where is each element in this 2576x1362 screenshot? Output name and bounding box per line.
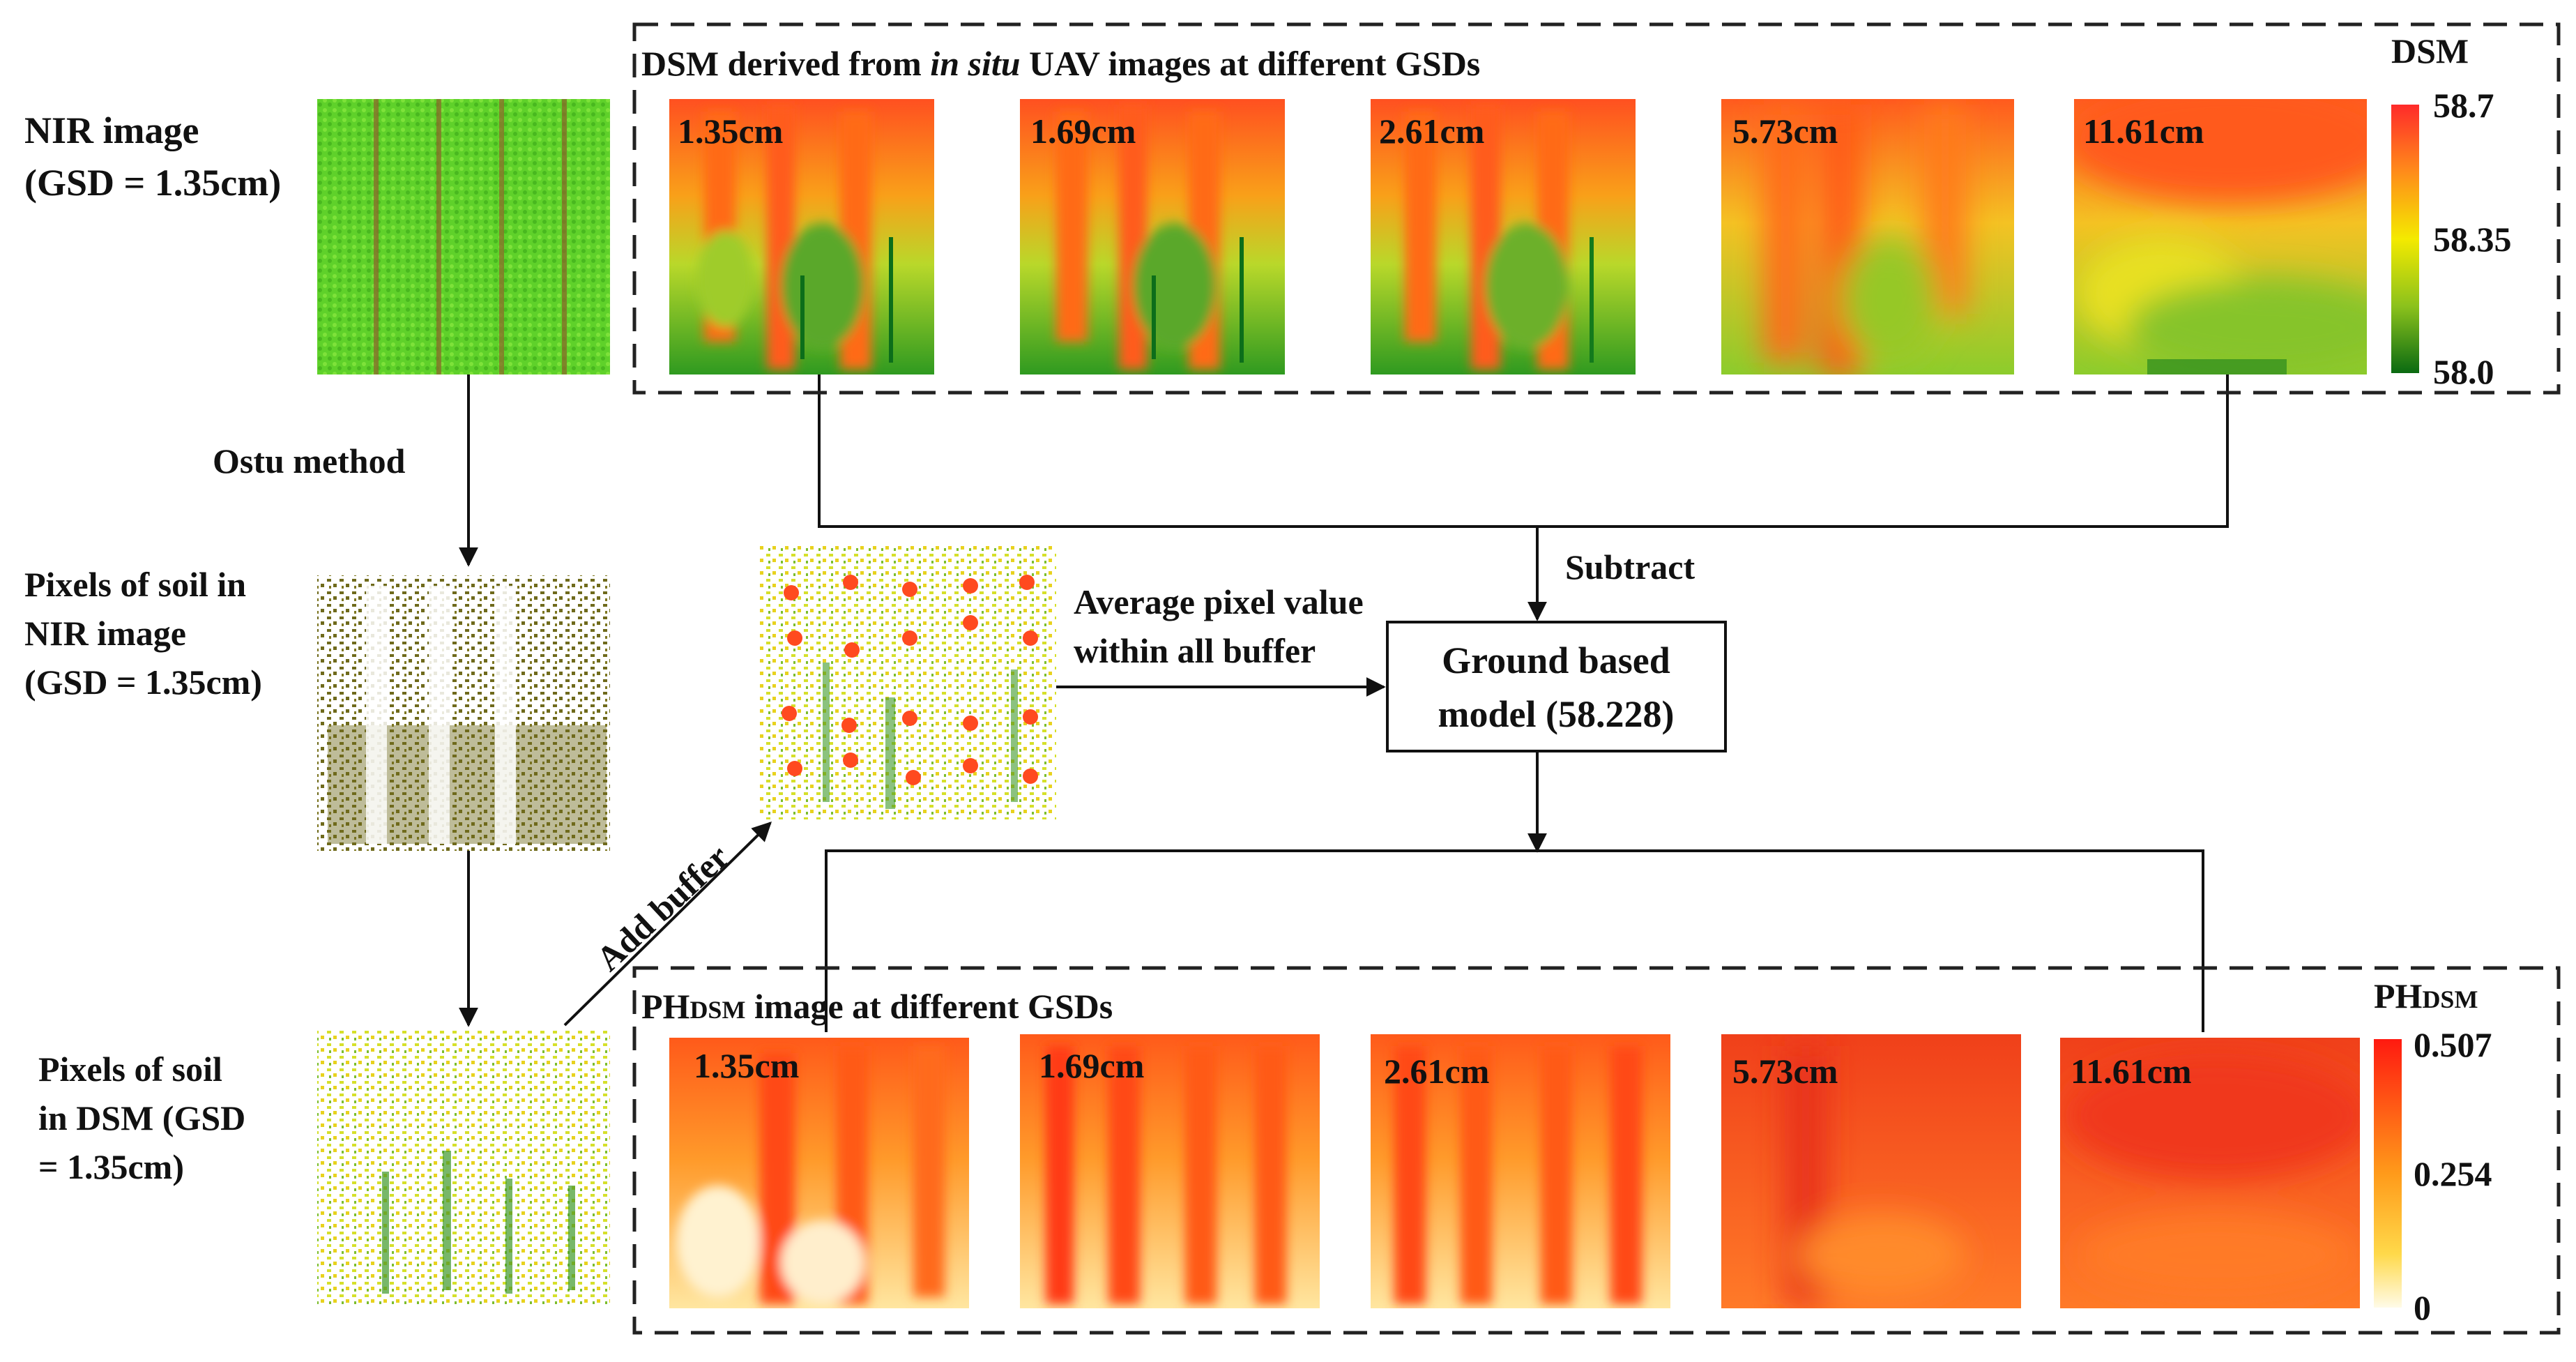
ostu-method-label: Ostu method (213, 441, 406, 481)
ph-map-1.69cm (1020, 1034, 1320, 1308)
nir-image-label: NIR image (GSD = 1.35cm) (24, 109, 281, 204)
ph-map-5.73cm (1721, 1034, 2021, 1308)
subtract-label: Subtract (1565, 547, 1695, 587)
ph-gsd-label-1: 1.35cm (694, 1046, 799, 1085)
svg-text:(GSD = 1.35cm): (GSD = 1.35cm) (24, 162, 281, 204)
soil-dsm-image (317, 1031, 610, 1306)
soil-nir-image (317, 575, 610, 851)
dsm-colorbar-title: DSM (2391, 31, 2469, 70)
ph-map-2.61cm (1371, 1034, 1670, 1308)
add-buffer-label: Add buffer (588, 837, 736, 978)
dsm-panel-frame (632, 22, 2561, 395)
buffer-dots (782, 575, 1038, 785)
svg-text:in DSM (GSD: in DSM (GSD (38, 1098, 245, 1137)
ph-gsd-label-2: 1.69cm (1039, 1046, 1144, 1085)
svg-text:Pixels of soil: Pixels of soil (38, 1050, 222, 1089)
average-label: Average pixel value within all buffer (1074, 582, 1364, 670)
ph-map-11.61cm (2060, 1038, 2360, 1308)
dsm-gsd-label-1: 1.35cm (678, 112, 783, 151)
svg-text:model (58.228): model (58.228) (1438, 693, 1675, 735)
dsm-map-1.35cm (669, 99, 934, 374)
dsm-colorbar-mid: 58.35 (2433, 220, 2512, 259)
svg-text:Ground based: Ground based (1442, 640, 1670, 681)
dsm-gsd-label-3: 2.61cm (1379, 112, 1484, 151)
dsm-map-2.61cm (1371, 99, 1636, 374)
ph-gsd-label-3: 2.61cm (1384, 1052, 1489, 1091)
soil-dsm-label: Pixels of soil in DSM (GSD = 1.35cm) (38, 1050, 245, 1186)
ph-colorbar: PHDSM 0.507 0.254 0 (2374, 976, 2492, 1327)
dsm-gsd-label-2: 1.69cm (1030, 112, 1136, 151)
dsm-panel-title: DSM derived from in situ UAV images at d… (641, 44, 1480, 83)
ph-colorbar-title: PHDSM (2374, 976, 2478, 1015)
ph-colorbar-min: 0 (2414, 1288, 2431, 1327)
ph-gsd-label-4: 5.73cm (1732, 1052, 1838, 1091)
svg-text:Pixels of soil in: Pixels of soil in (24, 565, 246, 604)
ph-map-1.35cm (669, 1038, 969, 1308)
dsm-colorbar-min: 58.0 (2433, 352, 2494, 391)
buffer-image (760, 544, 1056, 819)
svg-text:NIR image: NIR image (24, 109, 199, 151)
ph-panel-title: PHDSM image at different GSDs (641, 987, 1113, 1026)
svg-text:NIR image: NIR image (24, 614, 186, 653)
ph-panel-frame (632, 966, 2561, 1335)
svg-text:within all buffer: within all buffer (1074, 631, 1316, 670)
dsm-map-1.69cm (1020, 99, 1285, 374)
svg-text:Average pixel value: Average pixel value (1074, 582, 1364, 621)
ph-colorbar-mid: 0.254 (2414, 1154, 2492, 1193)
svg-text:= 1.35cm): = 1.35cm) (38, 1147, 184, 1186)
ph-colorbar-max: 0.507 (2414, 1025, 2492, 1064)
ph-gsd-label-5: 11.61cm (2071, 1052, 2192, 1091)
dsm-gsd-label-4: 5.73cm (1732, 112, 1838, 151)
ground-model-box: Ground based model (58.228) (1386, 621, 1727, 752)
dsm-map-11.61cm (2074, 99, 2367, 374)
dsm-colorbar: DSM 58.7 58.35 58.0 (2391, 31, 2512, 391)
dsm-map-5.73cm (1721, 99, 2014, 374)
svg-text:(GSD = 1.35cm): (GSD = 1.35cm) (24, 663, 262, 702)
dsm-gsd-label-5: 11.61cm (2083, 112, 2204, 151)
soil-nir-label: Pixels of soil in NIR image (GSD = 1.35c… (24, 565, 262, 702)
nir-image (317, 99, 610, 374)
dsm-colorbar-max: 58.7 (2433, 86, 2494, 125)
